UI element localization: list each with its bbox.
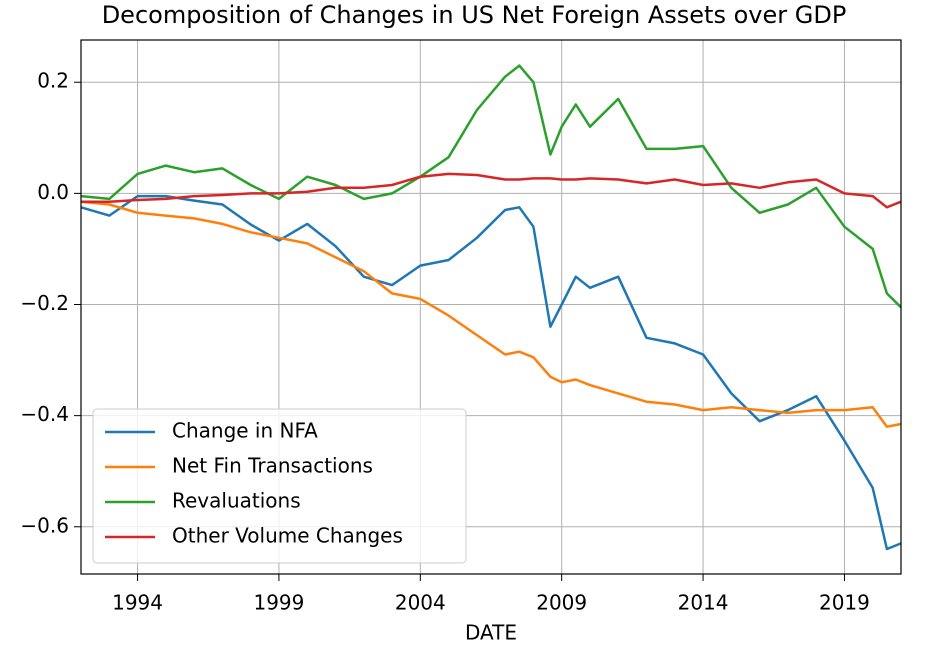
y-tick-label: −0.6 (20, 513, 69, 537)
legend-label: Change in NFA (172, 419, 318, 443)
y-tick-label: 0.0 (37, 180, 69, 204)
plot-frame (80, 39, 902, 575)
y-tick-label: 0.2 (37, 69, 69, 93)
legend-box (92, 408, 467, 564)
y-tick-label: −0.2 (20, 291, 69, 315)
x-tick-label: 2019 (819, 591, 870, 615)
legend-label: Revaluations (172, 489, 301, 513)
x-tick-label: 2009 (536, 591, 587, 615)
legend-label: Other Volume Changes (172, 524, 403, 548)
line-series (80, 200, 902, 428)
y-tick-label: −0.4 (20, 402, 69, 426)
x-tick-label: 2014 (678, 591, 729, 615)
x-axis-label: DATE (465, 621, 517, 645)
x-tick-label: 1994 (112, 591, 163, 615)
x-tick-label: 1999 (253, 591, 304, 615)
x-tick-label: 2004 (395, 591, 446, 615)
chart-title: Decomposition of Changes in US Net Forei… (102, 1, 847, 29)
line-series (81, 172, 902, 209)
line-series (80, 194, 902, 551)
line-series (80, 64, 902, 309)
legend-label: Net Fin Transactions (172, 454, 373, 478)
